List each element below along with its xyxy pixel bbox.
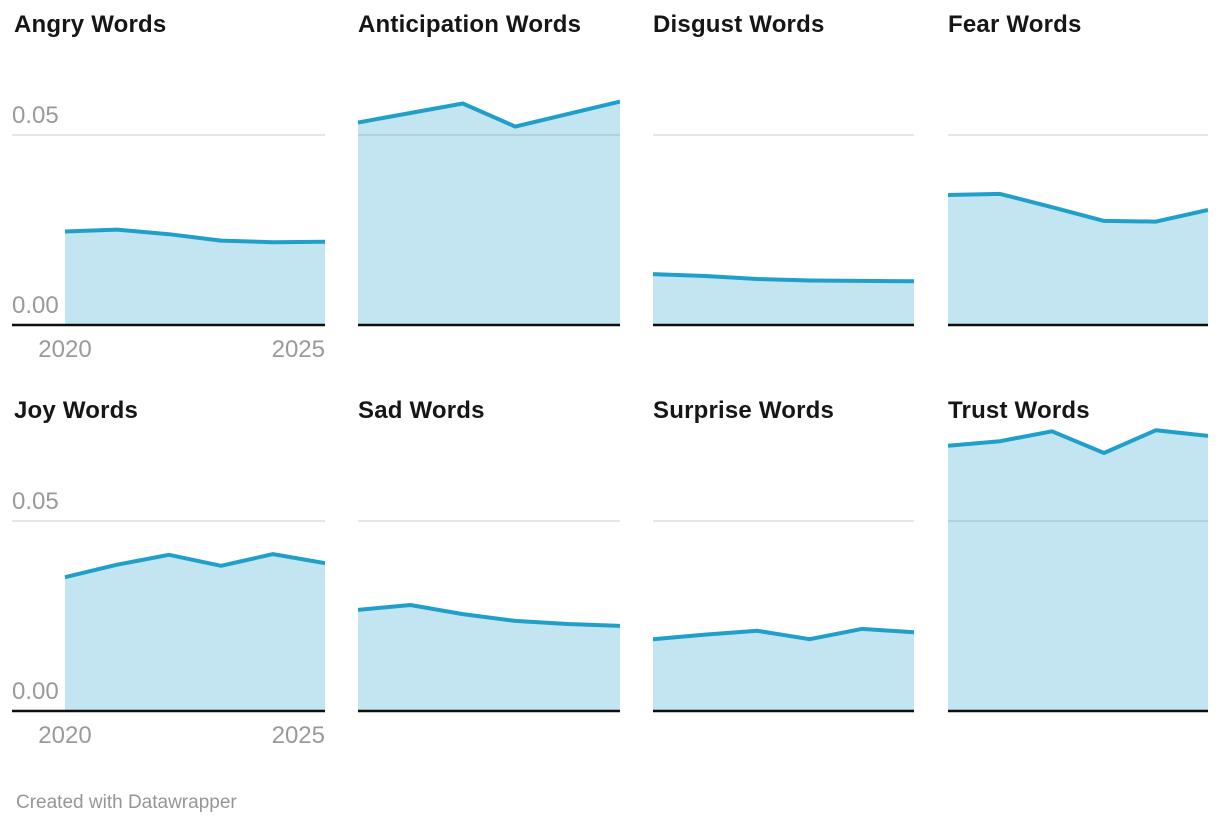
x-tick-label-2025: 2025 xyxy=(271,722,325,749)
area-fill xyxy=(948,430,1208,711)
value-line xyxy=(64,552,325,580)
area-chart-trust-words xyxy=(948,428,1208,713)
area-chart-sad-words xyxy=(358,520,620,713)
panel-anticipation-words: Anticipation Words xyxy=(358,0,620,386)
area-fill xyxy=(653,274,914,325)
panel-angry-words: Angry Words 0.05 0.00 2020 2025 xyxy=(12,0,325,386)
x-tick-label-2025: 2025 xyxy=(271,336,325,363)
area-chart-surprise-words xyxy=(653,520,914,713)
value-line xyxy=(948,191,1208,224)
panel-surprise-words: Surprise Words xyxy=(653,386,914,772)
area-fill xyxy=(358,101,620,325)
panel-title: Anticipation Words xyxy=(358,11,582,38)
x-tick-label-2020: 2020 xyxy=(38,336,92,363)
area-fill xyxy=(358,605,620,711)
panel-joy-words: Joy Words 0.05 0.00 2020 2025 xyxy=(12,386,325,772)
area-chart-joy-words xyxy=(12,520,325,713)
value-line xyxy=(653,626,914,642)
panel-sad-words: Sad Words xyxy=(358,386,620,772)
area-fill xyxy=(65,229,325,325)
panel-title: Angry Words xyxy=(14,11,167,38)
area-chart-disgust-words xyxy=(653,134,914,327)
area-chart-fear-words xyxy=(948,134,1208,327)
area-chart-anticipation-words xyxy=(358,99,620,327)
panel-title: Joy Words xyxy=(14,397,139,424)
panel-trust-words: Trust Words xyxy=(948,386,1208,772)
area-chart-angry-words xyxy=(12,134,325,327)
panel-title: Sad Words xyxy=(358,397,485,424)
attribution-link[interactable]: Created with Datawrapper xyxy=(16,792,237,813)
area-fill xyxy=(948,193,1208,325)
panel-title: Disgust Words xyxy=(653,11,825,38)
y-tick-label-000: 0.00 xyxy=(12,292,59,319)
panel-fear-words: Fear Words xyxy=(948,0,1208,386)
y-tick-label-000: 0.00 xyxy=(12,678,59,705)
panel-title: Trust Words xyxy=(948,397,1090,424)
value-line xyxy=(64,227,325,245)
x-tick-label-2020: 2020 xyxy=(38,722,92,749)
area-fill xyxy=(65,554,325,711)
value-line xyxy=(358,603,620,628)
value-line xyxy=(358,99,620,129)
panel-title: Fear Words xyxy=(948,11,1082,38)
value-line xyxy=(653,272,914,284)
y-tick-label-005: 0.05 xyxy=(12,488,59,515)
value-line xyxy=(948,428,1208,455)
panel-disgust-words: Disgust Words xyxy=(653,0,914,386)
y-tick-label-005: 0.05 xyxy=(12,102,59,129)
area-fill xyxy=(653,628,914,711)
panel-title: Surprise Words xyxy=(653,397,835,424)
